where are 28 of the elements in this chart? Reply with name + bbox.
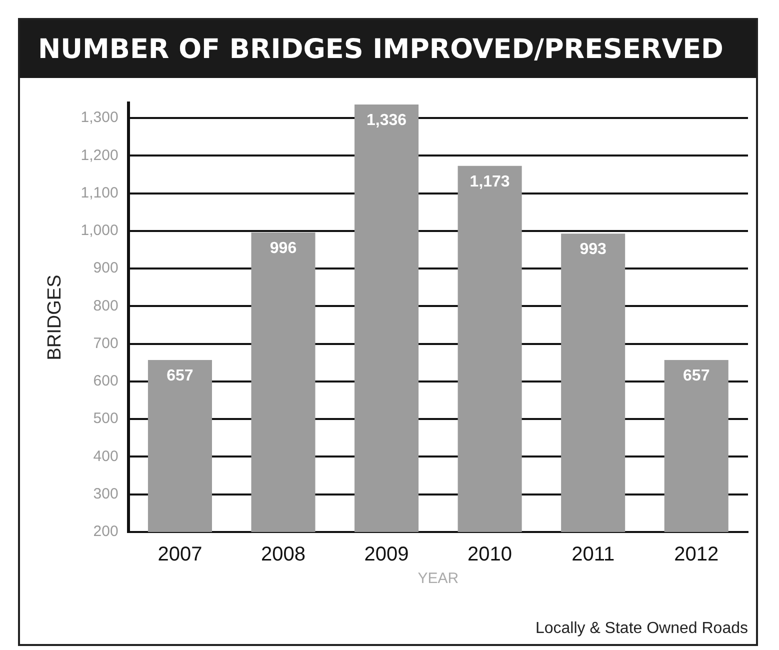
y-tick-label: 1,300 <box>80 109 118 126</box>
x-tick-label: 2008 <box>261 544 306 566</box>
x-tick-label: 2007 <box>158 544 202 566</box>
y-tick-label: 700 <box>93 334 118 352</box>
data-label: 993 <box>580 240 607 258</box>
text: Locally & State Owned Roads <box>535 620 748 638</box>
y-axis-title: BRIDGES <box>44 274 66 360</box>
y-tick-label: 600 <box>93 372 118 390</box>
y-tick-label: 300 <box>93 486 118 503</box>
y-tick-label: 500 <box>93 410 118 428</box>
data-label: 996 <box>270 240 297 257</box>
y-tick-label: 400 <box>93 448 118 465</box>
x-tick-label: 2012 <box>674 544 719 566</box>
x-tick-label: 2011 <box>572 544 615 566</box>
chart-title: NUMBER OF BRIDGES IMPROVED/PRESERVED <box>20 20 756 78</box>
y-tick-label: 900 <box>93 260 118 277</box>
y-tick-label: 1,200 <box>80 146 118 164</box>
data-label: 657 <box>683 367 710 384</box>
y-tick-label: 1,100 <box>80 184 118 202</box>
x-tick-label: 2010 <box>468 544 512 566</box>
x-tick-label: 2009 <box>364 544 409 566</box>
x-axis-title: YEAR <box>418 570 459 588</box>
y-tick-label: 800 <box>93 297 118 314</box>
data-label: 1,173 <box>470 173 510 190</box>
y-tick-label: 1,000 <box>80 222 118 240</box>
y-tick-label: 200 <box>93 523 118 540</box>
data-label: 657 <box>166 367 194 384</box>
data-label: 1,336 <box>366 112 407 129</box>
